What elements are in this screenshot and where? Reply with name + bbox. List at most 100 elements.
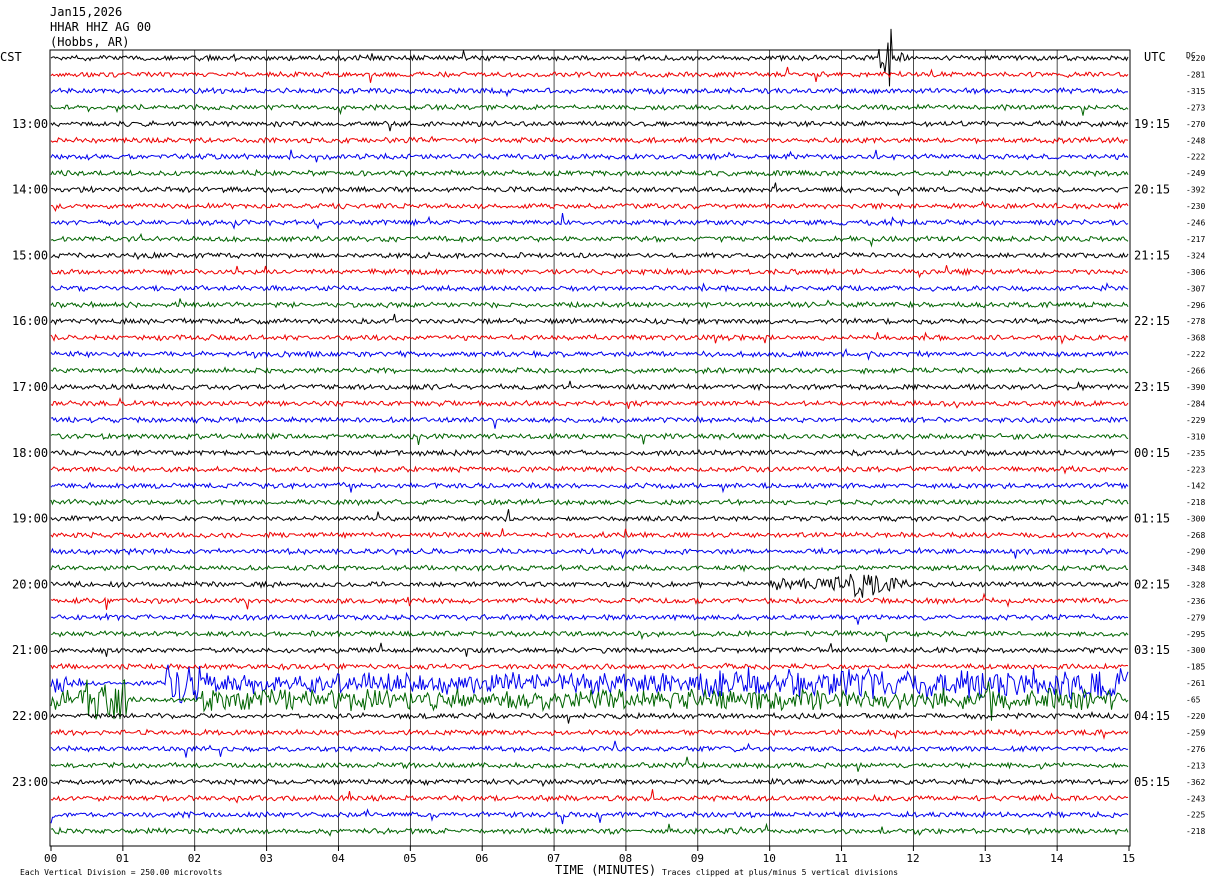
grid-lines xyxy=(49,49,1131,851)
dc-offset-label: -217 xyxy=(1186,235,1205,244)
trace-line xyxy=(50,592,1129,610)
trace-line xyxy=(50,528,1129,540)
dc-offset-label: -222 xyxy=(1186,153,1205,162)
x-tick-label: 03 xyxy=(260,852,273,865)
dc-offset-labels: -220 -281 -315 -273 -270 -248 -222 -249 -392 -230… xyxy=(1186,54,1205,836)
dc-offset-label: -65 xyxy=(1186,696,1201,705)
x-tick-label: 10 xyxy=(763,852,776,865)
dc-offset-label: -390 xyxy=(1186,383,1205,392)
header-date: Jan15,2026 xyxy=(50,5,122,19)
right-hour-label: 22:15 xyxy=(1134,314,1170,328)
trace-line xyxy=(50,564,1129,573)
trace-line xyxy=(50,629,1129,643)
trace-line xyxy=(50,728,1129,740)
left-hour-label: 15:00 xyxy=(12,248,48,262)
trace-line xyxy=(50,756,1129,772)
dc-offset-label: -246 xyxy=(1186,219,1205,228)
dc-offset-label: -328 xyxy=(1186,580,1205,589)
left-hour-label: 20:00 xyxy=(12,577,48,591)
right-hour-label: 02:15 xyxy=(1134,577,1170,591)
left-hour-label: 22:00 xyxy=(12,709,48,723)
trace-line xyxy=(50,465,1128,475)
trace-line xyxy=(50,509,1129,523)
trace-line xyxy=(50,28,1129,87)
x-axis-label: TIME (MINUTES) xyxy=(555,863,656,877)
left-hour-label: 14:00 xyxy=(12,183,48,197)
right-hour-label: 20:15 xyxy=(1134,183,1170,197)
trace-line xyxy=(50,251,1129,261)
dc-offset-label: -236 xyxy=(1186,597,1205,606)
trace-line xyxy=(50,313,1129,326)
trace-line xyxy=(50,149,1129,163)
left-hour-label: 21:00 xyxy=(12,643,48,657)
dc-offset-label: -268 xyxy=(1186,531,1205,540)
dc-offset-label: -300 xyxy=(1186,515,1205,524)
header-location: (Hobbs, AR) xyxy=(50,35,129,49)
trace-line xyxy=(50,710,1129,724)
x-tick-labels: 00 01 02 03 04 05 06 07 08 09 10 11 12 13 14 15 xyxy=(44,852,1135,865)
dc-offset-label: -295 xyxy=(1186,630,1205,639)
trace-line xyxy=(50,347,1129,361)
dc-offset-label: -290 xyxy=(1186,548,1205,557)
x-tick-label: 00 xyxy=(44,852,57,865)
x-tick-label: 01 xyxy=(116,852,129,865)
plot-frame xyxy=(49,49,1131,847)
trace-line xyxy=(50,740,1129,758)
trace-line xyxy=(50,497,1129,507)
x-tick-label: 02 xyxy=(188,852,201,865)
trace-line xyxy=(50,282,1129,293)
dc-offset-label: -368 xyxy=(1186,334,1205,343)
x-tick-label: 12 xyxy=(906,852,919,865)
dc-offset-label: -278 xyxy=(1186,317,1205,326)
dc-offset-label: -324 xyxy=(1186,251,1205,260)
trace-line xyxy=(50,119,1129,132)
dc-offset-label: -362 xyxy=(1186,778,1205,787)
dc-offset-label: -218 xyxy=(1186,827,1205,836)
right-hour-label: 05:15 xyxy=(1134,775,1170,789)
left-hour-labels: 13:00 14:00 15:00 16:00 17:00 18:00 19:00 20:00… xyxy=(12,117,48,789)
trace-line xyxy=(50,546,1129,560)
trace-line xyxy=(50,432,1129,445)
dc-offset-label: -279 xyxy=(1186,613,1205,622)
dc-offset-label: -185 xyxy=(1186,663,1205,672)
trace-line xyxy=(50,66,1129,83)
x-tick-label: 14 xyxy=(1050,852,1064,865)
dc-offset-label: -213 xyxy=(1186,761,1205,770)
dc-offset-label: -249 xyxy=(1186,169,1205,178)
right-hour-label: 21:15 xyxy=(1134,248,1170,262)
dc-offset-label: -225 xyxy=(1186,811,1205,820)
trace-line xyxy=(50,298,1129,309)
dc-offset-label: -235 xyxy=(1186,449,1205,458)
trace-line xyxy=(50,415,1129,429)
trace-line xyxy=(50,182,1129,197)
trace-line xyxy=(50,789,1129,804)
right-hour-label: 03:15 xyxy=(1134,643,1170,657)
right-hour-label: 23:15 xyxy=(1134,380,1170,394)
dc-offset-label: -223 xyxy=(1186,465,1205,474)
x-tick-label: 13 xyxy=(978,852,991,865)
x-tick-label: 04 xyxy=(331,852,345,865)
x-tick-label: 07 xyxy=(547,852,560,865)
trace-line xyxy=(50,265,1129,279)
left-hour-label: 16:00 xyxy=(12,314,48,328)
trace-line xyxy=(50,481,1129,494)
trace-line xyxy=(50,103,1129,116)
right-hour-label: 19:15 xyxy=(1134,117,1170,131)
dc-offset-label: -266 xyxy=(1186,367,1205,376)
trace-line xyxy=(50,679,1129,721)
left-hour-label: 13:00 xyxy=(12,117,48,131)
trace-line xyxy=(50,642,1129,657)
dc-label: DC xyxy=(1186,51,1196,60)
trace-line xyxy=(50,213,1129,230)
dc-offset-label: -284 xyxy=(1186,399,1205,408)
dc-offset-label: -273 xyxy=(1186,103,1205,112)
dc-offset-label: -220 xyxy=(1186,712,1205,721)
left-hour-label: 18:00 xyxy=(12,446,48,460)
dc-offset-label: -310 xyxy=(1186,432,1205,441)
dc-offset-label: -270 xyxy=(1186,120,1205,129)
clip-note: Traces clipped at plus/minus 5 vertical … xyxy=(662,868,898,877)
x-tick-label: 09 xyxy=(691,852,704,865)
trace-line xyxy=(50,612,1129,625)
x-tick-label: 06 xyxy=(475,852,488,865)
